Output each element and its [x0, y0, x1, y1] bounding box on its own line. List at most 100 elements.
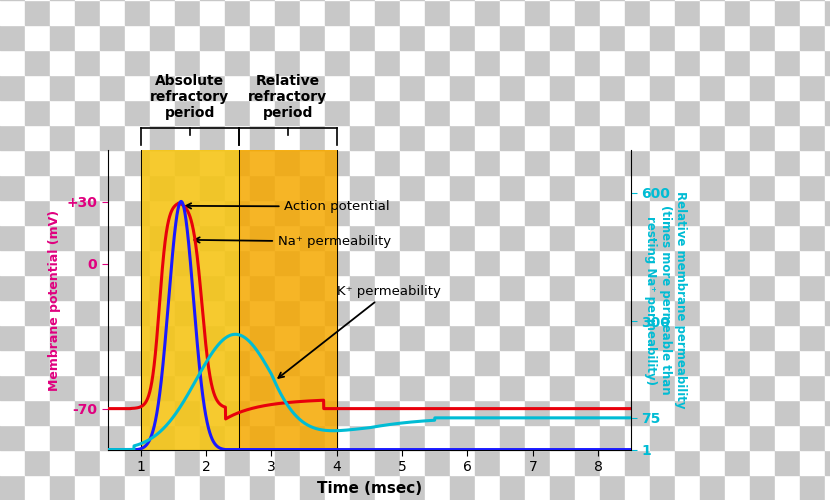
Bar [400, 350, 425, 375]
Bar [175, 325, 200, 350]
Bar [500, 200, 525, 225]
Bar [175, 125, 200, 150]
Bar [250, 25, 275, 50]
Bar [175, 200, 200, 225]
Bar [625, 475, 650, 500]
Bar [325, 275, 350, 300]
Bar [0, 25, 25, 50]
Bar [325, 400, 350, 425]
Text: Action potential: Action potential [186, 200, 390, 213]
Bar [450, 100, 475, 125]
Bar [300, 300, 325, 325]
Bar [650, 200, 675, 225]
Bar [0, 175, 25, 200]
Bar [775, 100, 800, 125]
Bar [125, 25, 150, 50]
Bar [600, 300, 625, 325]
Bar [75, 400, 100, 425]
Bar [225, 175, 250, 200]
Bar [450, 425, 475, 450]
Bar [125, 300, 150, 325]
Bar [775, 375, 800, 400]
Bar [550, 200, 575, 225]
Bar [375, 400, 400, 425]
Bar [225, 125, 250, 150]
Bar [100, 25, 125, 50]
Bar [100, 100, 125, 125]
Bar [500, 400, 525, 425]
Bar [775, 275, 800, 300]
Bar [550, 100, 575, 125]
Bar [0, 425, 25, 450]
Bar [100, 75, 125, 100]
Bar [175, 450, 200, 475]
Bar [525, 375, 550, 400]
Bar [50, 200, 75, 225]
Bar [225, 375, 250, 400]
Bar [50, 475, 75, 500]
Bar [225, 400, 250, 425]
Bar [175, 425, 200, 450]
Bar [750, 100, 775, 125]
Bar [50, 325, 75, 350]
Bar [100, 225, 125, 250]
Bar [125, 50, 150, 75]
Bar [25, 275, 50, 300]
Bar [575, 150, 600, 175]
Bar [700, 75, 725, 100]
Bar [0, 450, 25, 475]
Bar [175, 175, 200, 200]
Bar [50, 225, 75, 250]
Bar [575, 0, 600, 25]
Bar [300, 475, 325, 500]
Bar [225, 350, 250, 375]
Bar [825, 175, 830, 200]
Bar [50, 300, 75, 325]
Bar [225, 25, 250, 50]
Bar [150, 425, 175, 450]
Bar [625, 150, 650, 175]
Bar [125, 0, 150, 25]
Bar [775, 75, 800, 100]
Bar [825, 275, 830, 300]
Bar [500, 125, 525, 150]
Bar [575, 175, 600, 200]
Bar [625, 225, 650, 250]
Bar [500, 50, 525, 75]
Bar [675, 325, 700, 350]
Bar [550, 0, 575, 25]
Bar [25, 175, 50, 200]
Bar [140, 150, 239, 450]
Bar [725, 350, 750, 375]
Bar [725, 375, 750, 400]
Bar [250, 175, 275, 200]
Bar [325, 75, 350, 100]
Bar [225, 225, 250, 250]
Bar [575, 400, 600, 425]
Bar [375, 250, 400, 275]
Bar [300, 325, 325, 350]
Bar [0, 200, 25, 225]
Bar [675, 125, 700, 150]
Bar [675, 375, 700, 400]
Bar [700, 0, 725, 25]
Bar [125, 175, 150, 200]
Bar [775, 250, 800, 275]
Bar [800, 275, 825, 300]
Bar [425, 200, 450, 225]
Bar [325, 250, 350, 275]
Bar [650, 350, 675, 375]
Bar [650, 450, 675, 475]
Bar [375, 350, 400, 375]
Bar [100, 450, 125, 475]
Bar [750, 275, 775, 300]
Bar [225, 0, 250, 25]
Bar [200, 350, 225, 375]
Bar [375, 0, 400, 25]
Bar [700, 425, 725, 450]
Bar [700, 300, 725, 325]
Bar [675, 250, 700, 275]
Bar [325, 475, 350, 500]
Bar [125, 350, 150, 375]
Bar [500, 300, 525, 325]
